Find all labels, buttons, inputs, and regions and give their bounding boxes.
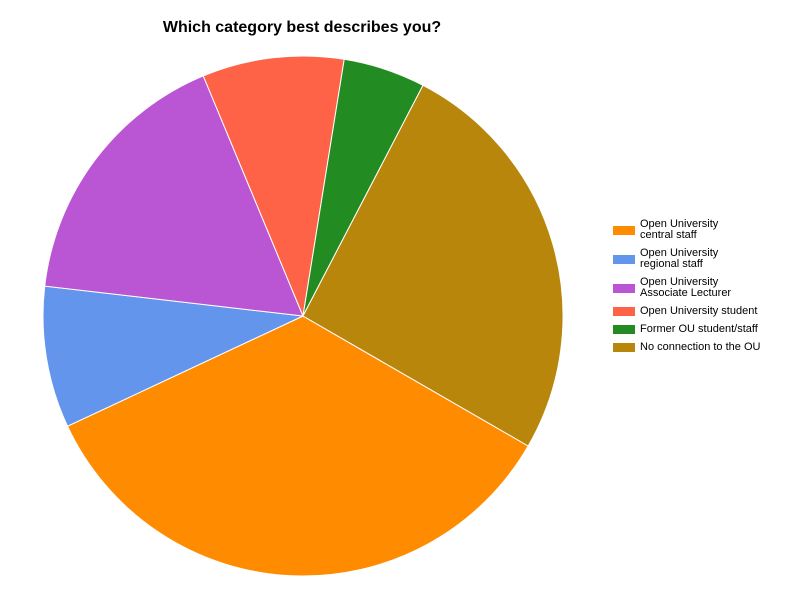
legend-swatch	[613, 343, 635, 352]
legend-item: Open University Associate Lecturer	[613, 277, 760, 299]
pie-slice	[42, 285, 305, 427]
legend-swatch	[613, 254, 635, 264]
legend-label: Open University Associate Lecturer	[640, 276, 732, 299]
legend-item: No connection to the OU	[613, 342, 760, 353]
legend-swatch	[613, 225, 635, 235]
legend-swatch	[613, 325, 635, 334]
legend-label: Open University student	[640, 305, 758, 317]
pie-slice	[202, 55, 345, 318]
pie-slice	[66, 315, 529, 577]
legend-swatch	[613, 283, 635, 293]
pie-slice	[44, 75, 304, 317]
legend: Open University central staff Open Univer…	[613, 219, 760, 360]
legend-item: Former OU student/staff	[613, 324, 760, 335]
legend-label: Open University central staff	[640, 218, 719, 241]
legend-item: Open University student	[613, 306, 760, 317]
legend-swatch	[613, 307, 635, 316]
legend-item: Open University regional staff	[613, 248, 760, 270]
chart-title: Which category best describes you?	[163, 19, 441, 36]
pie-slice	[302, 84, 564, 447]
legend-item: Open University central staff	[613, 219, 760, 241]
legend-label: Former OU student/staff	[640, 323, 758, 335]
legend-label: Open University regional staff	[640, 247, 719, 270]
legend-label: No connection to the OU	[640, 341, 761, 353]
